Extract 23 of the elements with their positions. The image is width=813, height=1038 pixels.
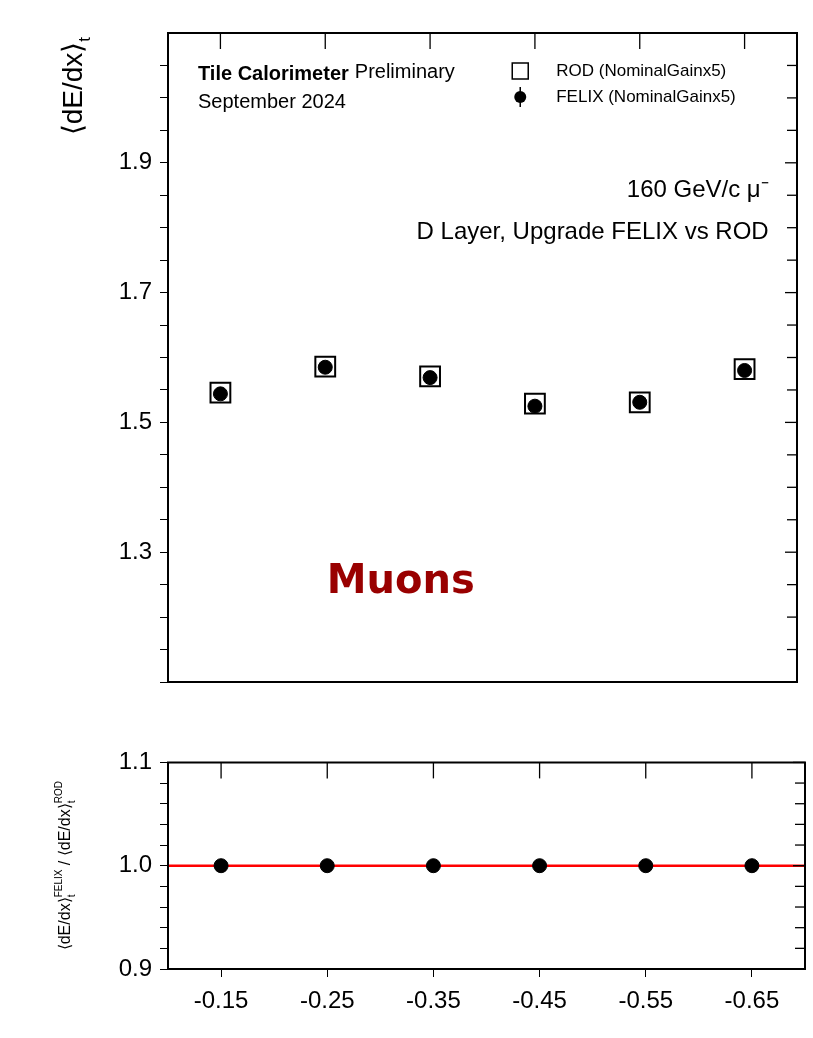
annotation: September 2024 (198, 90, 346, 112)
annotation: Tile Calorimeter (198, 62, 350, 84)
x-tick-label: -0.65 (724, 986, 780, 1014)
x-tick-label: -0.15 (193, 986, 249, 1014)
x-tick-label: -0.55 (618, 986, 674, 1014)
annotation: 160 GeV/c μ⁻ (626, 175, 769, 202)
y-tick-label: 1.3 (118, 536, 152, 564)
y-tick-label: 1.7 (118, 277, 152, 305)
y-tick-label: 1.1 (118, 747, 152, 775)
annotation: Preliminary (354, 60, 455, 82)
x-tick-label: -0.45 (512, 986, 567, 1014)
y-axis-title: ⟨dE/dx⟩t (57, 36, 95, 136)
y-axis-title: ⟨dE/dx⟩tFELIX / ⟨dE/dx⟩tROD (53, 781, 77, 951)
x-tick-label: -0.35 (406, 986, 461, 1014)
legend-label: ROD (NominalGainx5) (556, 60, 727, 80)
annotation: Muons (326, 556, 475, 602)
y-tick-label: 0.9 (118, 953, 152, 981)
y-tick-label: 1.5 (118, 407, 152, 435)
legend-label: FELIX (NominalGainx5) (556, 86, 736, 106)
y-tick-label: 1.9 (118, 147, 152, 175)
y-tick-label: 1.0 (118, 850, 152, 878)
annotation: D Layer, Upgrade FELIX vs ROD (416, 217, 769, 244)
x-tick-label: -0.25 (299, 986, 355, 1014)
